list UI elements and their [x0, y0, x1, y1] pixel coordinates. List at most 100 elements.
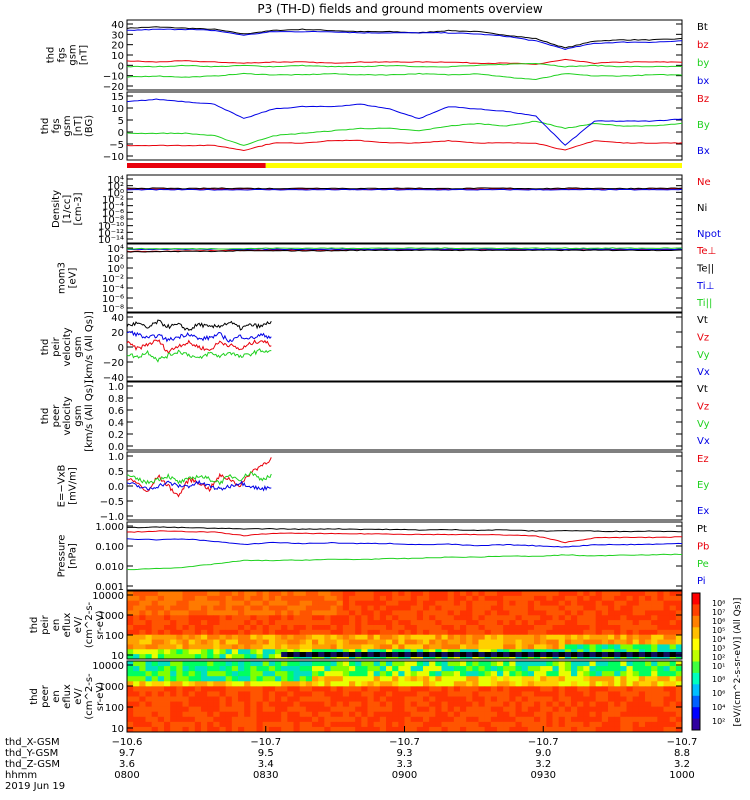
y-tick-label: −20 [103, 358, 124, 369]
heatmap-cell [552, 711, 560, 718]
heatmap-cell [515, 691, 523, 697]
y-tick-label: 0 [118, 343, 124, 354]
heatmap-cell [540, 686, 547, 692]
heatmap-cell [213, 696, 220, 702]
heatmap-cell [287, 726, 294, 733]
y-tick-label: 0.010 [95, 562, 124, 573]
heatmap-cell [441, 681, 449, 687]
heatmap-cell [238, 726, 245, 733]
heatmap-cell [638, 629, 646, 636]
legend-label: Pb [697, 541, 709, 552]
heatmap-cell [225, 671, 233, 677]
heatmap-cell [225, 610, 233, 616]
heatmap-cell [490, 629, 498, 636]
heatmap-cell [416, 649, 424, 655]
heatmap-cell [367, 620, 375, 626]
heatmap-cell [484, 605, 492, 611]
heatmap-cell [540, 711, 547, 718]
heatmap-cell [225, 649, 233, 655]
heatmap-cell [349, 620, 356, 626]
heatmap-cell [521, 726, 529, 733]
heatmap-cell [164, 620, 171, 626]
heatmap-cell [225, 686, 233, 692]
heatmap-cell [534, 701, 541, 708]
heatmap-cell [244, 591, 251, 597]
heatmap-cell [207, 634, 214, 640]
heatmap-cell [435, 701, 442, 708]
heatmap-cell [620, 696, 627, 702]
heatmap-cell [521, 591, 529, 597]
heatmap-cell [589, 671, 597, 677]
heatmap-cell [213, 716, 220, 723]
heatmap-cell [299, 610, 307, 616]
heatmap-cell [293, 629, 301, 636]
heatmap-cell [645, 686, 652, 692]
heatmap-cell [663, 595, 671, 602]
heatmap-cell [515, 716, 523, 723]
heatmap-cell [404, 726, 412, 733]
heatmap-cell [188, 591, 196, 597]
heatmap-cell [127, 595, 134, 602]
heatmap-cell [299, 644, 307, 650]
heatmap-cell [312, 661, 319, 667]
heatmap-cell [287, 639, 294, 645]
heatmap-cell [608, 595, 615, 602]
heatmap-cell [521, 625, 529, 631]
heatmap-cell [336, 605, 344, 611]
heatmap-cell [293, 706, 301, 713]
heatmap-cell [299, 716, 307, 723]
heatmap-cell [466, 681, 473, 687]
heatmap-cell [349, 716, 356, 723]
heatmap-cell [250, 629, 257, 636]
heatmap-cell [651, 634, 658, 640]
heatmap-cell [268, 629, 276, 636]
heatmap-cell [521, 676, 529, 682]
heatmap-cell [250, 634, 257, 640]
heatmap-cell [330, 600, 338, 606]
heatmap-cell [182, 639, 190, 645]
heatmap-cell [675, 686, 683, 692]
heatmap-cell [460, 649, 467, 655]
heatmap-cell [441, 610, 449, 616]
heatmap-cell [595, 615, 603, 621]
heatmap-cell [312, 591, 319, 597]
heatmap-cell [638, 726, 646, 733]
heatmap-cell [657, 686, 664, 692]
heatmap-cell [441, 726, 449, 733]
heatmap-cell [577, 721, 584, 728]
heatmap-cell [595, 625, 603, 631]
heatmap-cell [176, 654, 183, 660]
heatmap-cell [484, 620, 492, 626]
heatmap-cell [188, 666, 196, 672]
heatmap-cell [145, 686, 153, 692]
heatmap-cell [355, 706, 362, 713]
heatmap-cell [133, 620, 140, 626]
heatmap-cell [262, 686, 270, 692]
heatmap-cell [669, 666, 677, 672]
heatmap-cell [527, 620, 535, 626]
heatmap-cell [608, 600, 615, 606]
heatmap-cell [645, 681, 652, 687]
heatmap-cell [287, 644, 294, 650]
heatmap-cell [213, 625, 220, 631]
heatmap-cell [386, 661, 393, 667]
heatmap-cell [231, 649, 239, 655]
heatmap-cell [651, 706, 658, 713]
heatmap-cell [571, 706, 578, 713]
heatmap-cell [330, 610, 338, 616]
heatmap-cell [281, 625, 288, 631]
heatmap-cell [540, 671, 547, 677]
heatmap-cell [478, 676, 486, 682]
heatmap-cell [164, 666, 171, 672]
heatmap-cell [453, 696, 461, 702]
heatmap-cell [669, 701, 677, 708]
heatmap-cell [386, 620, 393, 626]
heatmap-cell [435, 634, 442, 640]
heatmap-cell [213, 644, 220, 650]
heatmap-cell [355, 615, 362, 621]
heatmap-cell [423, 634, 430, 640]
heatmap-cell [238, 721, 245, 728]
heatmap-cell [669, 600, 677, 606]
heatmap-cell [453, 595, 461, 602]
heatmap-cell [515, 721, 523, 728]
